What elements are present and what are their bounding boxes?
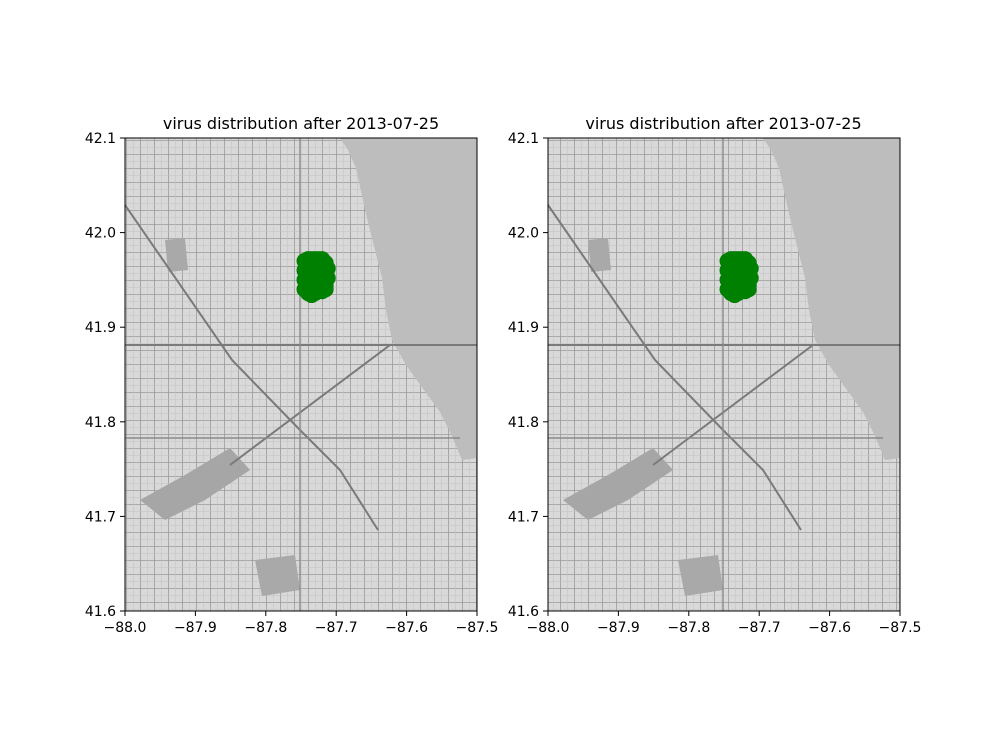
x-tick-label: −88.0 xyxy=(527,620,570,636)
x-tick-label: −87.7 xyxy=(738,620,781,636)
chart-title: virus distribution after 2013-07-25 xyxy=(585,114,861,133)
chart-title: virus distribution after 2013-07-25 xyxy=(163,114,439,133)
x-tick-label: −87.6 xyxy=(385,620,428,636)
plot-frame xyxy=(124,137,478,612)
x-tick-label: −87.9 xyxy=(174,620,217,636)
y-tick-label: 42.1 xyxy=(508,131,539,147)
y-tick-label: 42.1 xyxy=(85,131,116,147)
virus-points xyxy=(296,251,336,304)
y-tick-label: 41.6 xyxy=(508,604,539,620)
x-tick-label: −87.8 xyxy=(244,620,287,636)
x-tick-label: −87.9 xyxy=(597,620,640,636)
map-background xyxy=(547,138,900,611)
x-axis-ticks: −88.0 −87.9 −87.8 −87.7 −87.6 −87.5 xyxy=(527,611,922,636)
x-tick-label: −87.6 xyxy=(808,620,851,636)
x-tick-label: −87.7 xyxy=(315,620,358,636)
y-tick-label: 41.8 xyxy=(508,415,539,431)
map-background xyxy=(124,138,477,611)
virus-point xyxy=(317,281,334,298)
y-tick-label: 42.0 xyxy=(85,226,116,242)
y-tick-label: 41.7 xyxy=(85,509,116,525)
x-tick-label: −87.8 xyxy=(667,620,710,636)
panel-2: virus distribution after 2013-07-25 −88.… xyxy=(508,114,922,636)
x-tick-label: −88.0 xyxy=(104,620,147,636)
y-tick-label: 41.8 xyxy=(85,415,116,431)
y-tick-label: 41.9 xyxy=(85,320,116,336)
x-tick-label: −87.5 xyxy=(879,620,922,636)
y-tick-label: 41.7 xyxy=(508,509,539,525)
y-axis-ticks: 41.6 41.7 41.8 41.9 42.0 42.1 xyxy=(508,131,548,620)
virus-point xyxy=(740,281,757,298)
x-axis-ticks: −88.0 −87.9 −87.8 −87.7 −87.6 −87.5 xyxy=(104,611,499,636)
y-tick-label: 41.9 xyxy=(508,320,539,336)
x-tick-label: −87.5 xyxy=(456,620,499,636)
y-tick-label: 41.6 xyxy=(85,604,116,620)
virus-points xyxy=(719,251,759,304)
plot-frame xyxy=(547,137,901,612)
y-axis-ticks: 41.6 41.7 41.8 41.9 42.0 42.1 xyxy=(85,131,125,620)
y-tick-label: 42.0 xyxy=(508,226,539,242)
panel-1: virus distribution after 2013-07-25 −88.… xyxy=(85,114,499,636)
